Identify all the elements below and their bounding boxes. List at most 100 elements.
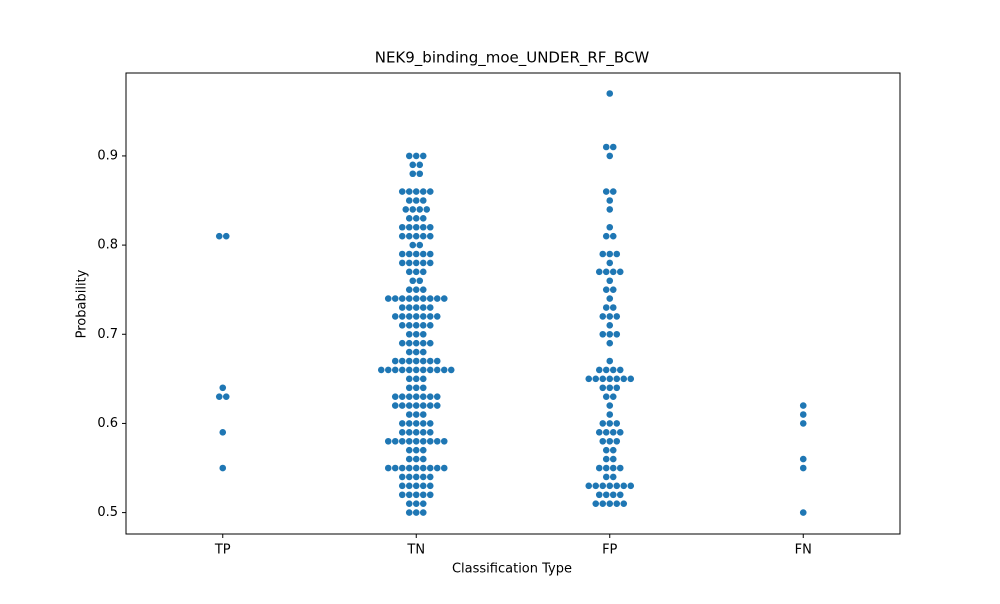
- data-point: [433, 402, 441, 409]
- data-point: [426, 188, 434, 195]
- data-point: [606, 384, 614, 392]
- data-point: [398, 339, 406, 347]
- data-point: [606, 277, 614, 285]
- data-point: [419, 491, 427, 499]
- data-point: [412, 223, 420, 231]
- data-point: [405, 286, 413, 293]
- data-point: [412, 339, 420, 347]
- data-point: [412, 295, 420, 302]
- data-point: [426, 322, 434, 329]
- data-point: [620, 482, 628, 490]
- data-point: [412, 420, 420, 427]
- data-point: [602, 304, 610, 311]
- data-point: [433, 313, 441, 320]
- data-point: [398, 313, 406, 320]
- data-point: [412, 304, 420, 311]
- data-point: [419, 455, 427, 463]
- data-point: [391, 393, 399, 400]
- data-point: [398, 223, 406, 231]
- data-point: [405, 357, 413, 365]
- data-point: [405, 509, 413, 516]
- data-point: [426, 232, 434, 240]
- data-point: [799, 411, 807, 418]
- data-point: [595, 464, 603, 472]
- data-point: [419, 259, 427, 267]
- data-point: [384, 366, 392, 374]
- data-point: [419, 500, 427, 507]
- data-point: [398, 393, 406, 400]
- data-point: [433, 464, 441, 472]
- data-point: [405, 393, 413, 400]
- data-point: [426, 223, 434, 231]
- data-point: [398, 366, 406, 374]
- data-point: [613, 313, 621, 320]
- data-point: [412, 482, 420, 490]
- data-point: [606, 152, 614, 160]
- data-point: [419, 429, 427, 436]
- data-point: [419, 268, 427, 276]
- data-point: [613, 250, 621, 258]
- data-point: [799, 420, 807, 427]
- data-point: [405, 437, 413, 445]
- data-point: [609, 455, 617, 463]
- data-point: [398, 250, 406, 258]
- data-point: [405, 500, 413, 507]
- data-point: [409, 161, 417, 169]
- data-point: [606, 295, 614, 302]
- data-point: [398, 473, 406, 481]
- data-point: [599, 482, 607, 490]
- data-point: [412, 509, 420, 516]
- data-point: [609, 232, 617, 240]
- data-point: [606, 322, 614, 329]
- data-point: [606, 375, 614, 383]
- data-point: [799, 464, 807, 472]
- data-point: [412, 250, 420, 258]
- x-tick-label: TP: [214, 543, 231, 558]
- data-point: [616, 464, 624, 472]
- data-point: [606, 259, 614, 267]
- data-point: [398, 304, 406, 311]
- data-point: [391, 464, 399, 472]
- data-point: [613, 500, 621, 507]
- data-point: [592, 500, 600, 507]
- data-point: [602, 188, 610, 195]
- data-point: [405, 366, 413, 374]
- data-point: [412, 232, 420, 240]
- data-point: [405, 295, 413, 302]
- data-point: [419, 375, 427, 383]
- data-point: [599, 313, 607, 320]
- data-point: [606, 223, 614, 231]
- data-point: [595, 491, 603, 499]
- data-point: [419, 197, 427, 204]
- data-point: [412, 375, 420, 383]
- data-point: [398, 464, 406, 472]
- data-point: [606, 357, 614, 365]
- data-point: [405, 375, 413, 383]
- data-point: [419, 393, 427, 400]
- data-point: [799, 455, 807, 463]
- data-point: [398, 429, 406, 436]
- data-point: [419, 339, 427, 347]
- data-point: [405, 250, 413, 258]
- data-point: [416, 170, 424, 178]
- data-point: [606, 313, 614, 320]
- x-tick-label: FP: [602, 543, 617, 558]
- data-point: [405, 322, 413, 329]
- data-point: [412, 197, 420, 204]
- data-point: [613, 384, 621, 392]
- data-point: [412, 357, 420, 365]
- x-tick-label: TN: [406, 543, 425, 558]
- data-point: [799, 402, 807, 409]
- data-point: [219, 429, 227, 436]
- data-point: [412, 348, 420, 356]
- data-point: [433, 357, 441, 365]
- data-point: [602, 232, 610, 240]
- data-point: [419, 152, 427, 160]
- data-point: [613, 375, 621, 383]
- data-point: [426, 402, 434, 409]
- data-point: [419, 366, 427, 374]
- data-point: [412, 322, 420, 329]
- data-point: [416, 161, 424, 169]
- data-point: [405, 304, 413, 311]
- data-point: [426, 420, 434, 427]
